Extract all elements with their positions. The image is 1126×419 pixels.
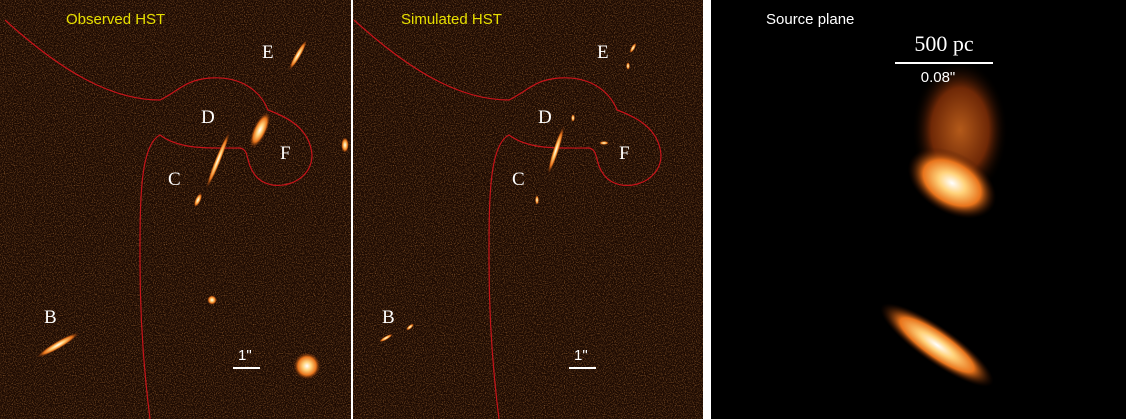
scale-label: 1" [238, 347, 252, 364]
panel-simulated: Simulated HST E D F C B 1" [353, 0, 703, 419]
scale-label: 500 pc [914, 31, 974, 56]
panel-source: Source plane 500 pc 0.08" [711, 0, 1126, 419]
image-label: D [201, 107, 215, 128]
scale-label: 0.08" [921, 69, 956, 86]
panel-title: Source plane [766, 11, 854, 28]
image-label: C [512, 169, 525, 190]
panel-observed: Observed HST E D F C B 1" [0, 0, 351, 419]
image-label: B [44, 307, 57, 328]
panel-title: Simulated HST [401, 11, 502, 28]
panel-title: Observed HST [66, 11, 165, 28]
image-label: C [168, 169, 181, 190]
scale-label: 1" [574, 347, 588, 364]
image-label: E [597, 42, 609, 63]
image-label: E [262, 42, 274, 63]
image-label: B [382, 307, 395, 328]
image-label: F [619, 143, 630, 164]
image-label: D [538, 107, 552, 128]
image-label: F [280, 143, 291, 164]
